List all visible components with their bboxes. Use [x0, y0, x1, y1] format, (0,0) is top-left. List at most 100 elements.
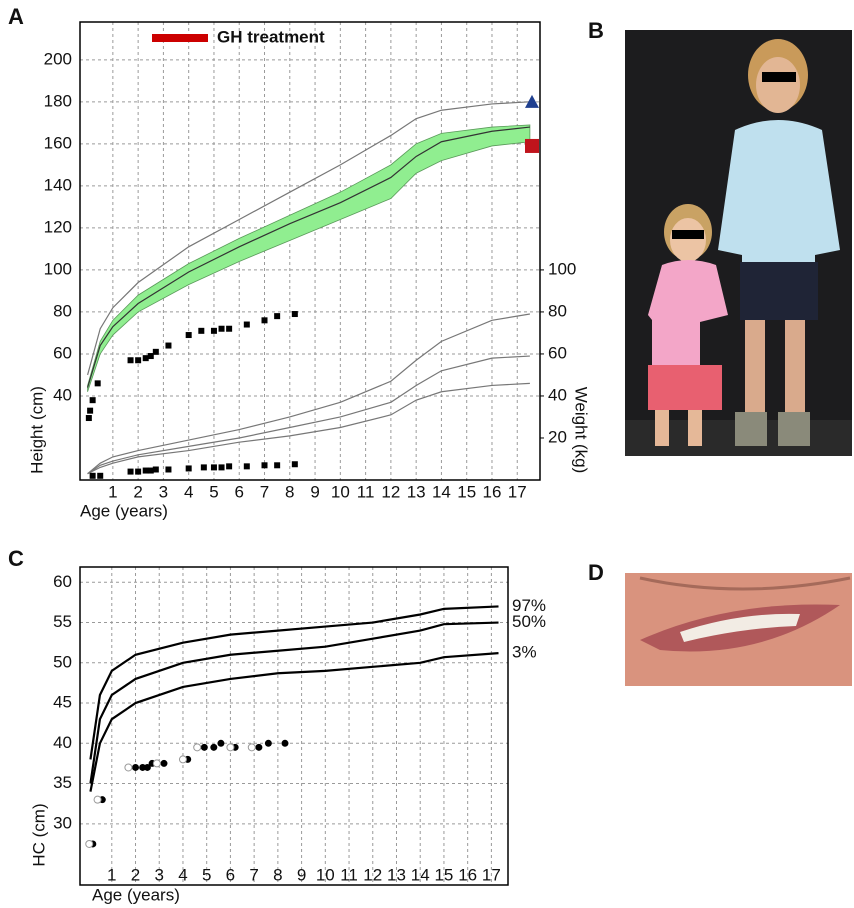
- y-tick-label: 50: [53, 652, 72, 671]
- data-point: [143, 763, 151, 771]
- x-tick-label: 3: [155, 865, 164, 884]
- reference-curve: [89, 605, 499, 760]
- x-tick-label: 16: [458, 865, 477, 884]
- x-tick-label: 9: [297, 865, 306, 884]
- photo-children: [625, 30, 852, 456]
- y-tick-label: 100: [44, 259, 72, 278]
- x-tick-label: 11: [340, 865, 358, 884]
- data-point: [218, 325, 225, 332]
- data-point: [274, 313, 281, 320]
- y-tick-label: 40: [53, 733, 72, 752]
- data-point: [261, 462, 268, 469]
- x-tick-label: 12: [363, 865, 382, 884]
- y2-axis-label: Weight (kg): [572, 387, 591, 474]
- x-tick-label: 6: [234, 482, 243, 501]
- plot-frame: [79, 566, 509, 886]
- x-tick-label: 12: [381, 482, 400, 501]
- data-point: [198, 327, 205, 334]
- y-tick-label: 80: [53, 301, 72, 320]
- photo-mouth: [625, 573, 852, 686]
- x-tick-label: 2: [131, 865, 140, 884]
- data-point: [210, 743, 218, 751]
- data-point: [152, 759, 161, 768]
- plot: 1 2 3 4 5 6 7 8 9 10 11 12 13 14 15 16 17303540455055609…: [29, 566, 546, 904]
- data-point: [85, 415, 92, 422]
- data-point: [226, 325, 233, 332]
- data-point: [93, 795, 102, 804]
- y-tick-label: 55: [53, 612, 72, 631]
- x-tick-label: 16: [483, 482, 502, 501]
- data-point: [226, 463, 233, 470]
- x-tick-label: 8: [285, 482, 294, 501]
- x-tick-label: 13: [407, 482, 426, 501]
- x-tick-label: 10: [331, 482, 350, 501]
- legend-label: GH treatment: [217, 27, 325, 46]
- x-axis-label: Age (years): [92, 885, 180, 904]
- y-tick-label: 180: [44, 91, 72, 110]
- data-point: [135, 468, 142, 475]
- data-point: [210, 464, 217, 471]
- y2-tick-label: 40: [548, 385, 567, 404]
- y-tick-label: 40: [53, 385, 72, 404]
- y-tick-label: 30: [53, 813, 72, 832]
- data-point: [124, 763, 133, 772]
- data-point: [147, 467, 154, 474]
- data-point: [135, 357, 142, 364]
- data-point: [291, 311, 298, 318]
- x-axis-label: Age (years): [80, 501, 168, 520]
- y2-tick-label: 100: [548, 259, 576, 278]
- data-point: [281, 739, 289, 747]
- data-point: [85, 839, 94, 848]
- data-point: [152, 348, 159, 355]
- x-tick-label: 11: [357, 482, 375, 501]
- y-tick-label: 200: [44, 49, 72, 68]
- data-point: [200, 464, 207, 471]
- data-point: [185, 332, 192, 339]
- x-tick-label: 7: [260, 482, 269, 501]
- x-tick-label: 5: [202, 865, 211, 884]
- target-marker: [525, 138, 539, 153]
- data-point: [127, 468, 134, 475]
- data-point: [274, 462, 281, 469]
- reference-curve: [87, 101, 530, 376]
- reference-curve: [89, 621, 499, 784]
- legend-swatch: [152, 34, 208, 42]
- data-point: [200, 743, 208, 751]
- data-point: [165, 342, 172, 349]
- data-point: [243, 463, 250, 470]
- reference-curve: [89, 652, 499, 792]
- y-tick-label: 60: [53, 572, 72, 591]
- x-tick-label: 4: [178, 865, 187, 884]
- data-point: [217, 739, 225, 747]
- x-tick-label: 4: [184, 482, 193, 501]
- data-point: [89, 472, 96, 479]
- panel-label: C: [8, 546, 24, 571]
- data-point: [264, 739, 272, 747]
- data-point: [210, 327, 217, 334]
- target-marker: [525, 94, 539, 108]
- x-tick-label: 2: [133, 482, 142, 501]
- x-tick-label: 9: [310, 482, 319, 501]
- panel-label: B: [588, 18, 604, 43]
- data-point: [243, 321, 250, 328]
- data-point: [132, 763, 140, 771]
- x-tick-label: 13: [387, 865, 406, 884]
- x-tick-label: 6: [226, 865, 235, 884]
- data-point: [94, 380, 101, 387]
- y-tick-label: 120: [44, 217, 72, 236]
- data-point: [160, 759, 168, 767]
- y-tick-label: 140: [44, 175, 72, 194]
- y-tick-label: 45: [53, 693, 72, 712]
- plot: 1 2 3 4 5 6 7 8 9 10 11 12 13 14 15 16 17406080100120140…: [27, 21, 591, 520]
- data-point: [97, 472, 104, 479]
- plot-frame: [79, 21, 541, 481]
- data-point: [165, 466, 172, 473]
- data-point: [185, 465, 192, 472]
- x-tick-label: 10: [316, 865, 335, 884]
- data-point: [178, 755, 187, 764]
- reference-curve: [87, 313, 530, 475]
- x-tick-label: 8: [273, 865, 282, 884]
- x-tick-label: 15: [434, 865, 453, 884]
- reference-curve: [87, 382, 530, 475]
